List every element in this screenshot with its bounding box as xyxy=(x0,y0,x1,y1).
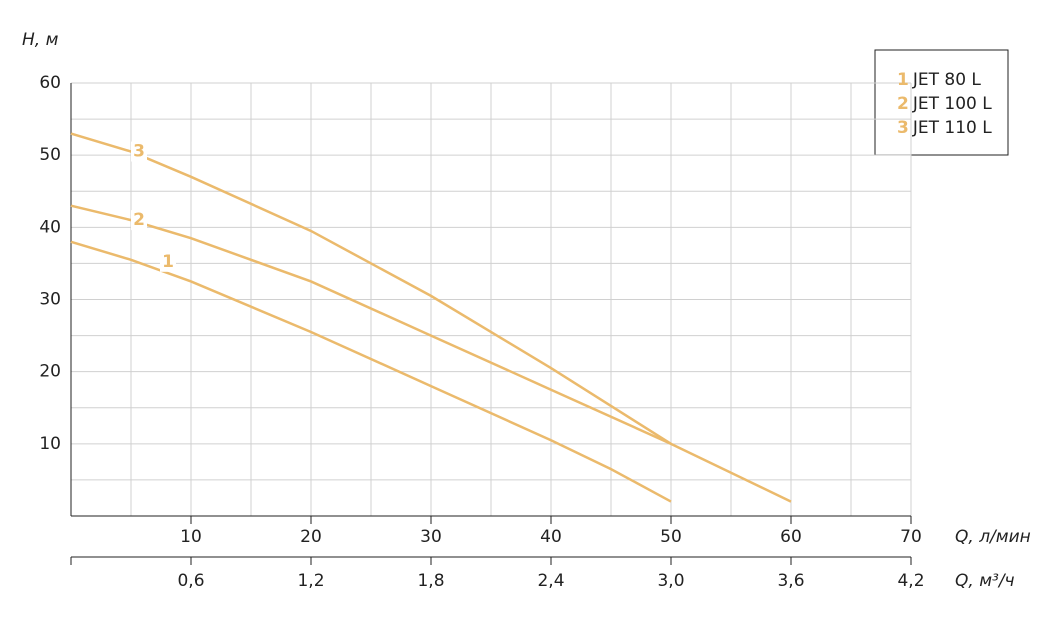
curve-label: 2 xyxy=(133,210,145,230)
x-axis-label: Q, л/мин xyxy=(955,527,1031,547)
y-tick-label: 20 xyxy=(39,362,61,382)
x2-tick-label: 4,2 xyxy=(897,571,924,591)
x2-tick-label: 3,6 xyxy=(777,571,804,591)
legend-entry: 1 JET 80 L xyxy=(897,70,981,90)
legend-label: JET 80 L xyxy=(912,70,982,90)
y-axis-label: H, м xyxy=(22,30,59,50)
legend-box xyxy=(874,49,1009,156)
curve-label: 1 xyxy=(162,252,174,272)
y-tick-label: 60 xyxy=(39,73,61,93)
legend-entry: 3 JET 110 L xyxy=(897,118,992,138)
legend-label: JET 100 L xyxy=(912,94,992,114)
y-tick-label: 40 xyxy=(39,217,61,237)
legend-number: 2 xyxy=(897,94,909,114)
y-tick-label: 10 xyxy=(39,434,61,454)
legend-number: 3 xyxy=(897,118,909,138)
curve-label-bg xyxy=(160,251,176,272)
curve xyxy=(70,240,672,503)
x2-tick-label: 1,2 xyxy=(297,571,324,591)
x2-tick-label: 3,0 xyxy=(657,571,684,591)
curve-label: 3 xyxy=(133,142,145,162)
curve-label-bg xyxy=(131,141,147,162)
legend-label: JET 110 L xyxy=(912,118,992,138)
x-tick-label: 70 xyxy=(900,527,922,547)
y-tick-label: 30 xyxy=(39,290,61,310)
x-tick-label: 50 xyxy=(660,527,682,547)
x-tick-label: 10 xyxy=(180,527,202,547)
y-tick-label: 50 xyxy=(39,145,61,165)
x-tick-label: 60 xyxy=(780,527,802,547)
x-tick-label: 40 xyxy=(540,527,562,547)
x-tick-label: 20 xyxy=(300,527,322,547)
x2-axis-label: Q, м³/ч xyxy=(955,571,1015,591)
legend-entry: 2 JET 100 L xyxy=(897,94,992,114)
x-tick-label: 30 xyxy=(420,527,442,547)
x2-tick-label: 0,6 xyxy=(177,571,204,591)
x2-tick-label: 1,8 xyxy=(417,571,444,591)
x2-tick-label: 2,4 xyxy=(537,571,564,591)
curve-label-bg xyxy=(131,210,147,231)
legend-number: 1 xyxy=(897,70,909,90)
